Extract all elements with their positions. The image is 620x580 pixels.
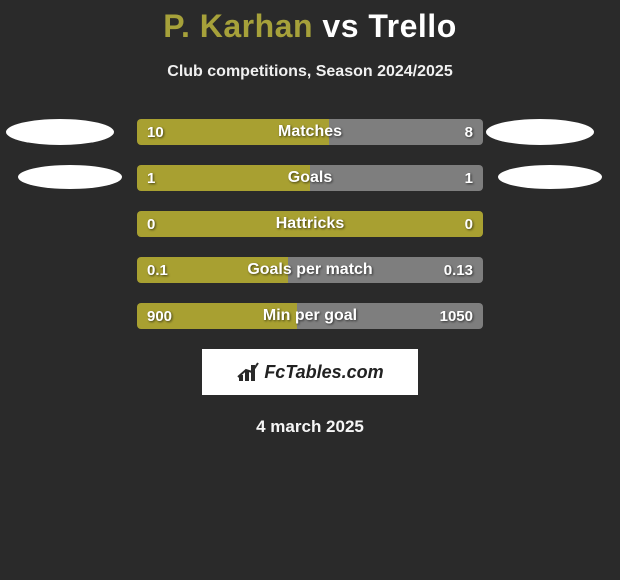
stat-bar-right [288,257,483,283]
stat-bar-left [137,119,329,145]
stat-bar-left [137,257,288,283]
stat-bars: Matches108 Goals11 Hattricks00 Goals per ma… [137,119,483,329]
stat-bar-right [297,303,483,329]
stat-bar-right [329,119,483,145]
title-vs: vs [313,8,368,44]
stat-bar-left [137,303,297,329]
player-left-avatar-placeholder [6,119,114,145]
stat-row: Goals per match0.10.13 [137,257,483,283]
stat-row: Hattricks00 [137,211,483,237]
player-right-avatar-placeholder [486,119,594,145]
stat-row: Goals11 [137,165,483,191]
page-title: P. Karhan vs Trello [0,0,620,45]
player-right-avatar-placeholder-2 [498,165,602,189]
title-right-name: Trello [368,8,456,44]
brand-box: FcTables.com [202,349,418,395]
stat-row: Min per goal9001050 [137,303,483,329]
bar-chart-icon [236,361,260,383]
brand-text: FcTables.com [264,362,383,383]
stat-bar-right [310,165,483,191]
date-text: 4 march 2025 [0,417,620,437]
stat-row: Matches108 [137,119,483,145]
stat-bar-left [137,165,310,191]
stat-bar-left [137,211,483,237]
title-left-name: P. Karhan [163,8,313,44]
comparison-area: Matches108 Goals11 Hattricks00 Goals per ma… [0,119,620,329]
subtitle: Club competitions, Season 2024/2025 [0,63,620,81]
player-left-avatar-placeholder-2 [18,165,122,189]
